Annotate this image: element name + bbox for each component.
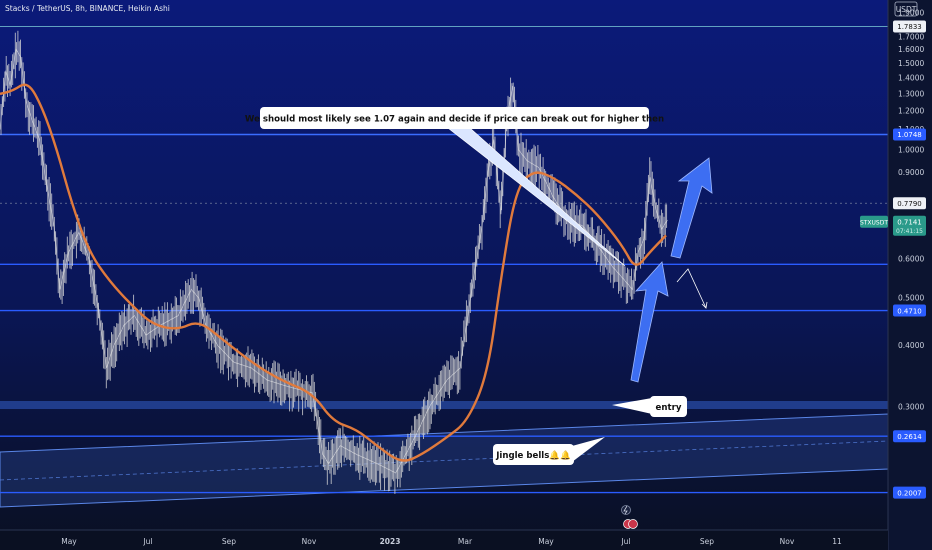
event-marker-icon bbox=[621, 505, 631, 515]
callout-box-entry bbox=[650, 396, 687, 417]
callout-tail-jingle bbox=[572, 437, 605, 462]
y-tick-label: 0.9000 bbox=[898, 168, 924, 177]
x-tick-label: Jul bbox=[620, 537, 630, 546]
y-tick-label: 0.4000 bbox=[898, 341, 924, 350]
x-tick-label: May bbox=[61, 537, 77, 546]
callout-text-main: We should most likely see 1.07 again and… bbox=[245, 115, 664, 125]
channel-midline bbox=[0, 440, 889, 481]
price-label-box bbox=[893, 430, 926, 443]
x-tick-label: 11 bbox=[832, 537, 842, 546]
pullback-arrowhead bbox=[701, 301, 708, 309]
callout-box-main bbox=[260, 107, 649, 129]
price-label-text: 1.0748 bbox=[897, 131, 922, 139]
x-tick-label: Sep bbox=[222, 537, 236, 546]
y-tick-label: 1.4000 bbox=[898, 74, 924, 83]
price-label-text: 0.7790 bbox=[897, 200, 922, 208]
price-label-text: 0.2614 bbox=[897, 433, 922, 441]
price-label-text: 0.4710 bbox=[897, 307, 922, 315]
symbol-value-box bbox=[893, 215, 926, 236]
levels-layer bbox=[0, 26, 888, 494]
currency-label: USDT bbox=[896, 5, 917, 14]
x-tick-label: 2023 bbox=[380, 537, 401, 546]
y-tick-label: 1.5000 bbox=[898, 59, 924, 68]
y-tick-label: 1.9000 bbox=[898, 9, 924, 18]
entry-zone bbox=[0, 401, 888, 409]
y-tick-label: 1.7000 bbox=[898, 32, 924, 41]
y-tick-label: 0.3000 bbox=[898, 402, 924, 411]
chart-title: Stacks / TetherUS, 8h, BINANCE, Heikin A… bbox=[5, 4, 170, 13]
x-axis-panel bbox=[0, 530, 888, 550]
x-tick-label: May bbox=[538, 537, 554, 546]
callout-box-jingle bbox=[493, 444, 574, 465]
price-label-box bbox=[893, 486, 926, 499]
y-tick-label: 1.6000 bbox=[898, 45, 924, 54]
arrows-layer bbox=[630, 157, 713, 383]
x-tick-label: Nov bbox=[302, 537, 317, 546]
callout-text-entry: entry bbox=[656, 403, 682, 413]
y-tick-label: 1.0000 bbox=[898, 146, 924, 155]
pullback-path bbox=[676, 268, 707, 309]
y-tick-label: 1.3000 bbox=[898, 90, 924, 99]
forecast-arrow-2 bbox=[670, 157, 713, 259]
symbol-countdown-text: 07:41:15 bbox=[896, 228, 923, 235]
price-label-box bbox=[893, 304, 926, 317]
currency-box bbox=[894, 1, 918, 17]
callout-text-jingle: Jingle bells🔔🔔 bbox=[495, 450, 571, 461]
y-tick-label: 0.6000 bbox=[898, 255, 924, 264]
price-label-box bbox=[893, 128, 926, 141]
ma-layer bbox=[0, 83, 667, 462]
symbol-tag-box bbox=[860, 215, 888, 228]
callout-tail-entry bbox=[612, 398, 652, 414]
annotations-layer: We should most likely see 1.07 again and… bbox=[245, 107, 687, 465]
flag-marker-icon-2 bbox=[628, 519, 638, 529]
candles-layer bbox=[0, 30, 668, 494]
forecast-arrow-1 bbox=[630, 261, 669, 383]
price-label-box bbox=[893, 197, 926, 210]
y-axis-panel bbox=[888, 0, 932, 550]
symbol-value-text: 0.7141 bbox=[897, 218, 922, 226]
symbol-tag-label: STXUSDT bbox=[860, 219, 888, 226]
x-tick-label: Jul bbox=[142, 537, 152, 546]
y-tick-label: 0.5000 bbox=[898, 293, 924, 302]
x-tick-label: Sep bbox=[700, 537, 714, 546]
moving-average-line bbox=[0, 83, 667, 462]
price-label-text: 0.2007 bbox=[897, 489, 922, 497]
price-label-box bbox=[893, 20, 926, 33]
lightning-icon bbox=[623, 505, 628, 515]
price-label-text: 1.7833 bbox=[897, 23, 922, 31]
y-tick-label: 1.2000 bbox=[898, 107, 924, 116]
x-tick-label: Nov bbox=[780, 537, 795, 546]
x-tick-label: Mar bbox=[458, 537, 473, 546]
